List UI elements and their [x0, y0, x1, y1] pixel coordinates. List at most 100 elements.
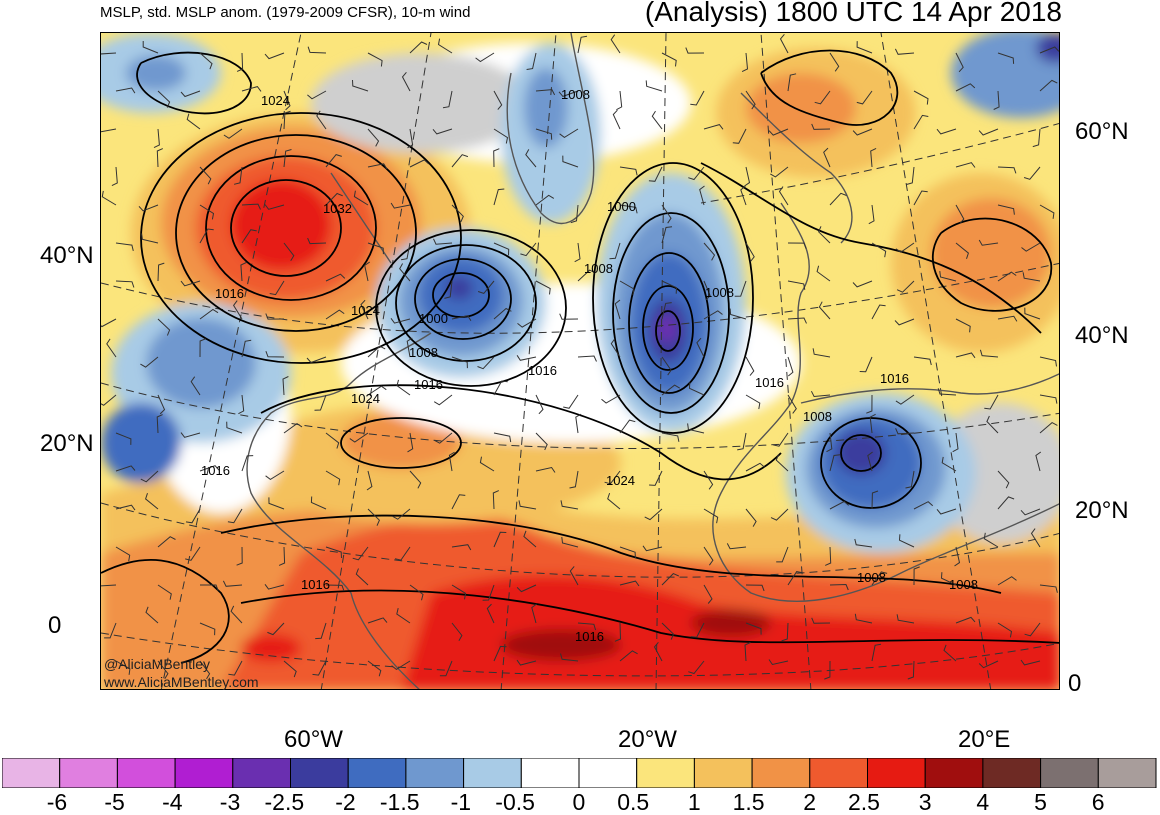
lon-label: 60°W	[284, 726, 343, 753]
wind-barb	[703, 508, 719, 524]
wind-barb	[101, 584, 117, 587]
wind-barb	[535, 394, 544, 415]
wind-barb	[558, 90, 579, 97]
isobar-label: 1016	[880, 371, 909, 386]
wind-barb	[869, 413, 876, 434]
wind-barb	[535, 89, 556, 96]
wind-barb	[157, 660, 169, 679]
wind-barb	[451, 494, 466, 510]
wind-barb	[737, 432, 747, 451]
wind-barb	[516, 659, 537, 666]
wind-barb	[451, 315, 472, 321]
map-title-right: (Analysis) 1800 UTC 14 Apr 2018	[644, 0, 1062, 27]
wind-barb	[955, 616, 976, 624]
wind-barb	[560, 653, 579, 662]
colorbar-swatch	[290, 758, 349, 788]
wind-barb	[392, 508, 411, 520]
credit-website: www.AliciaMBentley.com	[104, 674, 259, 690]
wind-barb	[649, 470, 663, 486]
wind-barb	[451, 356, 468, 369]
wind-barb	[199, 622, 216, 636]
colorbar-tick-label: 4	[976, 789, 990, 815]
wind-barb	[451, 622, 463, 641]
wind-barb	[101, 318, 117, 328]
wind-barb	[814, 90, 831, 105]
wind-barb	[240, 262, 247, 282]
wind-barb	[745, 242, 755, 262]
lon-label: 20°E	[958, 726, 1011, 753]
wind-barb	[726, 543, 747, 550]
wind-barb	[577, 622, 597, 631]
wind-barb	[140, 470, 159, 483]
wind-barb	[409, 584, 424, 601]
wind-barb	[619, 280, 635, 295]
wind-barb	[156, 148, 163, 168]
wind-barb	[444, 280, 453, 299]
wind-barb	[241, 86, 262, 92]
wind-barb	[390, 202, 411, 209]
wind-barb	[228, 660, 243, 676]
wind-barb	[740, 185, 747, 206]
colorbar-tick-label: 6	[1091, 789, 1105, 815]
wind-barb	[895, 428, 915, 435]
wind-barb	[619, 166, 638, 176]
wind-barb	[856, 41, 873, 54]
wind-barb	[818, 301, 831, 320]
wind-barb	[1021, 242, 1041, 252]
wind-barb	[997, 204, 1015, 215]
wind-barb	[894, 48, 915, 55]
wind-barb	[264, 584, 285, 590]
wind-barb	[531, 603, 537, 624]
wind-barb	[913, 566, 920, 586]
wind-barb	[180, 432, 201, 438]
wind-barb	[477, 356, 495, 370]
wind-barb	[523, 530, 537, 548]
colorbar-swatch	[1040, 758, 1099, 788]
wind-barb	[729, 308, 747, 320]
wind-barb	[325, 584, 345, 592]
wind-barb	[307, 237, 327, 245]
colorbar-tick-label: 1	[687, 789, 701, 815]
wind-barb	[651, 110, 663, 130]
wind-barb	[396, 379, 411, 396]
wind-barb	[186, 113, 201, 130]
wind-barb	[642, 545, 663, 552]
wind-barb	[360, 299, 369, 320]
isobar-label: 1016	[215, 286, 244, 301]
wind-barb	[451, 154, 469, 168]
wind-barb	[744, 166, 751, 187]
wind-barb	[475, 52, 495, 63]
wind-barb	[265, 351, 285, 358]
wind-barb	[661, 280, 678, 294]
map-panel[interactable]: 1024 1032 1016 1024 1000 1008 1016 1008 …	[100, 32, 1060, 690]
wind-barb	[367, 163, 388, 170]
wind-barb	[142, 41, 159, 54]
wind-barb	[352, 546, 369, 561]
wind-barb	[367, 345, 386, 358]
wind-barb	[913, 501, 934, 510]
wind-barb	[574, 242, 581, 263]
wind-barb	[180, 280, 201, 287]
wind-barb	[325, 154, 342, 168]
wind-barb	[314, 394, 327, 411]
wind-barb	[115, 504, 136, 511]
wind-barb	[829, 454, 841, 472]
wind-barb	[316, 110, 327, 130]
wind-barb	[433, 394, 453, 406]
wind-barb	[115, 465, 136, 472]
colorbar-tick-label: -6	[46, 789, 68, 815]
wind-barb	[940, 572, 957, 586]
wind-barb	[264, 52, 285, 60]
wind-barb	[407, 128, 414, 149]
colorbar-swatch	[463, 758, 522, 788]
colorbar-swatch	[693, 758, 753, 788]
wind-barb	[816, 265, 831, 282]
wind-barb	[493, 531, 507, 548]
wind-barb	[787, 571, 803, 586]
wind-barb	[367, 385, 387, 396]
colorbar-swatch	[347, 758, 407, 788]
colorbar-swatch	[1097, 758, 1157, 788]
wind-barb	[997, 622, 1013, 638]
wind-barb	[349, 432, 369, 443]
wind-barb	[703, 124, 724, 130]
